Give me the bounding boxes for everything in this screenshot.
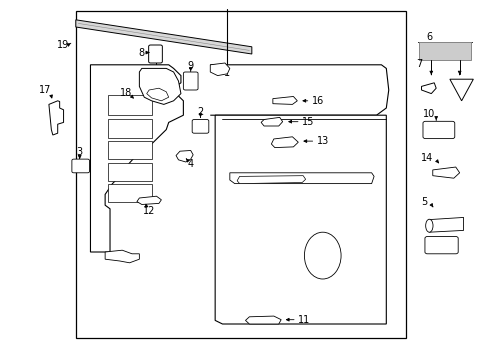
Text: 1: 1: [224, 68, 229, 78]
Polygon shape: [215, 115, 386, 324]
Bar: [107, 184, 151, 202]
Polygon shape: [176, 150, 193, 162]
Polygon shape: [271, 137, 298, 148]
Text: 10: 10: [422, 109, 435, 120]
Text: 11: 11: [298, 315, 310, 325]
Polygon shape: [432, 167, 459, 178]
Polygon shape: [428, 217, 463, 232]
Bar: [76, 11, 405, 338]
Polygon shape: [421, 83, 435, 94]
Text: 15: 15: [302, 117, 314, 127]
Bar: [418, 42, 470, 60]
Polygon shape: [245, 316, 281, 324]
Text: 7: 7: [416, 59, 422, 69]
FancyBboxPatch shape: [192, 120, 208, 133]
Text: 18: 18: [120, 88, 132, 98]
Polygon shape: [139, 68, 181, 104]
Polygon shape: [105, 250, 139, 263]
Polygon shape: [146, 88, 168, 101]
Ellipse shape: [425, 219, 432, 232]
Polygon shape: [272, 96, 297, 104]
Polygon shape: [49, 101, 63, 135]
Text: 12: 12: [142, 206, 155, 216]
Polygon shape: [237, 176, 305, 184]
Text: 8: 8: [138, 48, 144, 58]
Ellipse shape: [304, 232, 340, 279]
Text: 9: 9: [187, 60, 193, 71]
FancyBboxPatch shape: [72, 159, 89, 173]
FancyBboxPatch shape: [424, 237, 457, 254]
Text: 16: 16: [311, 96, 324, 106]
Bar: [107, 119, 151, 138]
Text: 2: 2: [197, 107, 203, 117]
Text: 3: 3: [77, 147, 82, 157]
Bar: [107, 163, 151, 181]
Polygon shape: [449, 79, 472, 101]
FancyBboxPatch shape: [422, 121, 454, 139]
Polygon shape: [261, 117, 282, 126]
Text: 6: 6: [426, 32, 431, 42]
Bar: [107, 141, 151, 159]
Text: 13: 13: [316, 136, 328, 146]
FancyBboxPatch shape: [183, 72, 198, 90]
Polygon shape: [210, 65, 388, 115]
Text: 4: 4: [187, 159, 193, 169]
Polygon shape: [210, 63, 229, 76]
Text: 19: 19: [56, 40, 69, 50]
Polygon shape: [76, 20, 251, 54]
Polygon shape: [137, 196, 161, 204]
Text: 17: 17: [39, 85, 52, 95]
Text: 14: 14: [420, 153, 432, 163]
FancyBboxPatch shape: [148, 45, 162, 63]
Bar: [107, 95, 151, 115]
Text: 5: 5: [420, 197, 426, 207]
Polygon shape: [90, 65, 183, 252]
Polygon shape: [229, 173, 373, 184]
